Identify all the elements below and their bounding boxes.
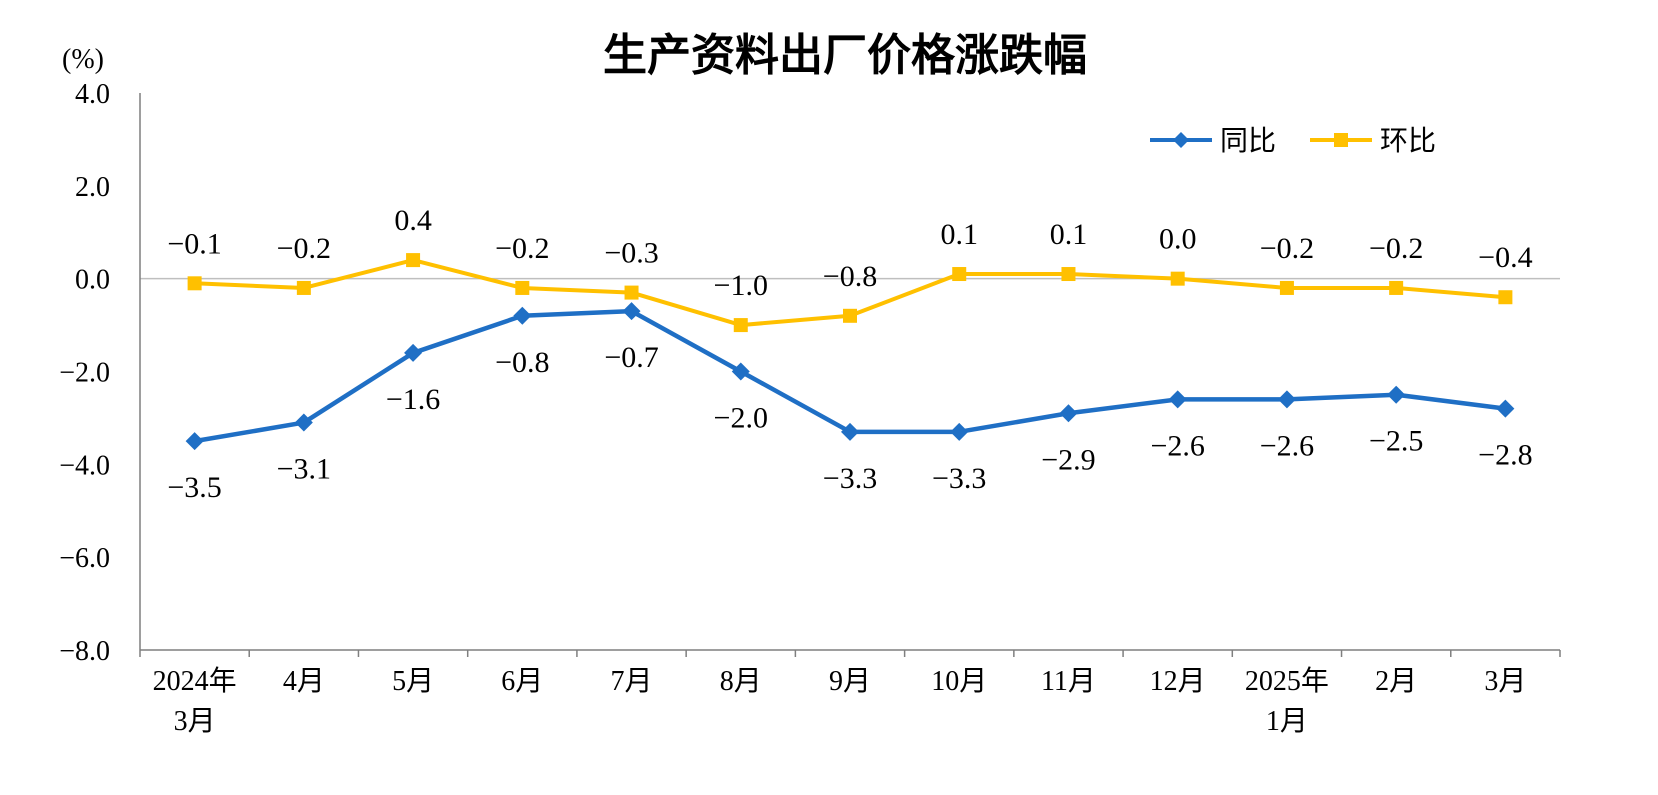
data-label: −0.1 <box>167 227 221 260</box>
x-tick-label: 12月 <box>1150 666 1206 697</box>
legend-square-marker <box>1334 133 1348 147</box>
data-label: −0.2 <box>1260 232 1314 265</box>
x-tick-label: 3月 <box>174 706 216 737</box>
x-tick-label: 8月 <box>720 666 762 697</box>
x-tick-label: 2月 <box>1375 666 1417 697</box>
diamond-marker <box>513 306 532 325</box>
square-marker <box>952 267 967 282</box>
diamond-marker <box>1387 385 1406 404</box>
square-marker <box>1498 290 1513 305</box>
diamond-marker <box>1168 390 1187 409</box>
square-marker <box>406 253 421 268</box>
data-label: −0.2 <box>277 232 331 265</box>
square-marker <box>1389 280 1404 295</box>
data-label: 0.0 <box>1159 223 1197 256</box>
x-tick-label: 6月 <box>501 666 543 697</box>
data-label: −1.0 <box>714 269 768 302</box>
legend-label: 环比 <box>1380 125 1436 157</box>
x-tick-label: 7月 <box>611 666 653 697</box>
x-tick-label: 10月 <box>931 666 987 697</box>
square-marker <box>1279 280 1294 295</box>
diamond-marker <box>731 362 750 381</box>
x-tick-label: 2024年 <box>153 665 237 697</box>
data-label: −2.9 <box>1041 443 1095 476</box>
data-label: −0.2 <box>1369 232 1423 265</box>
data-label: −2.6 <box>1260 429 1314 462</box>
y-tick-label: 4.0 <box>75 79 110 110</box>
series-line <box>192 308 1508 444</box>
diamond-marker <box>950 422 969 441</box>
data-label: −2.8 <box>1478 439 1532 472</box>
diamond-marker <box>1277 390 1296 409</box>
series-huanbi: −0.1 −0.2 0.4 −0.2 −0.3 −1.0 −0.8 0.1 0.1 0.0 −0.2… <box>167 204 1533 333</box>
y-tick-label: −6.0 <box>59 543 110 574</box>
y-tick-label: 2.0 <box>75 172 110 203</box>
y-tick-label: −4.0 <box>59 450 110 481</box>
square-marker <box>187 276 202 291</box>
x-tick-label: 5月 <box>392 666 434 697</box>
square-marker <box>515 280 530 295</box>
data-label: 0.1 <box>940 218 978 251</box>
data-label: −0.8 <box>823 260 877 293</box>
y-tick-label: −8.0 <box>59 636 110 667</box>
diamond-marker <box>294 413 313 432</box>
legend: 同比 环比 <box>1150 125 1436 157</box>
y-axis-unit-label: (%) <box>62 44 104 75</box>
x-tick-label: 9月 <box>829 666 871 697</box>
x-tick-label: 2025年 <box>1245 665 1329 697</box>
diamond-marker <box>185 432 204 451</box>
data-label: −3.5 <box>167 471 221 504</box>
diamond-marker <box>1496 399 1515 418</box>
x-tick-label: 4月 <box>283 666 325 697</box>
x-tick-label: 1月 <box>1266 706 1308 737</box>
data-label: 0.1 <box>1050 218 1088 251</box>
data-label: −2.0 <box>714 402 768 435</box>
series-tongbi: −3.5 −3.1 −1.6 −0.8 −0.7 −2.0 −3.3 −3.3 −2.9 −2.6… <box>167 302 1533 504</box>
data-label: −0.8 <box>495 346 549 379</box>
data-label: −1.6 <box>386 383 440 416</box>
data-label: −3.3 <box>823 462 877 495</box>
data-label: −3.1 <box>277 453 331 486</box>
legend-label: 同比 <box>1220 125 1276 157</box>
square-marker <box>1170 271 1185 286</box>
square-marker <box>843 308 857 323</box>
square-marker <box>1061 267 1076 282</box>
diamond-marker <box>1059 404 1078 423</box>
square-marker <box>733 318 748 333</box>
data-label: −2.6 <box>1150 429 1204 462</box>
legend-item: 同比 <box>1150 125 1276 157</box>
diamond-marker <box>404 343 423 362</box>
y-tick-label: −2.0 <box>59 358 110 389</box>
legend-item: 环比 <box>1310 125 1436 157</box>
data-label: −0.2 <box>495 232 549 265</box>
data-label: −0.4 <box>1478 241 1532 274</box>
x-tick-label: 11月 <box>1041 666 1096 697</box>
data-label: −2.5 <box>1369 425 1423 458</box>
data-label: −3.3 <box>932 462 986 495</box>
x-tick-label: 3月 <box>1484 666 1526 697</box>
diamond-marker <box>622 302 641 321</box>
data-label: −0.3 <box>604 237 658 270</box>
plot-area: 4.0 2.0 0.0 −2.0 −4.0 −6.0 −8.0 2024年 3月 4月 5月 6月 7月… <box>59 79 1561 737</box>
data-label: 0.4 <box>394 204 432 237</box>
y-tick-label: 0.0 <box>75 265 110 296</box>
legend-diamond-marker <box>1173 132 1189 148</box>
square-marker <box>624 285 639 300</box>
square-marker <box>296 280 311 295</box>
diamond-marker <box>841 422 859 441</box>
data-label: −0.7 <box>604 341 658 374</box>
chart-title: 生产资料出厂价格涨跌幅 <box>603 31 1087 80</box>
